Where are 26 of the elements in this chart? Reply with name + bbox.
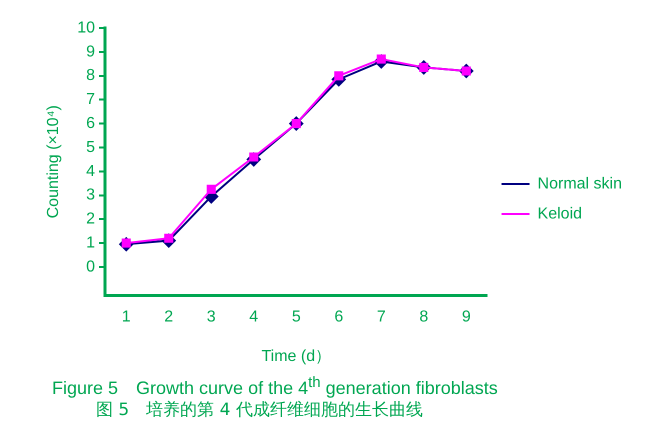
x-tick-label: 9 — [462, 308, 471, 326]
y-tick-label: 10 — [77, 19, 96, 36]
y-tick-label: 6 — [86, 114, 96, 132]
text: 图 5 培养的第 4 代成纤维细胞的生长曲线 — [96, 399, 423, 421]
x-tick-label: 1 — [122, 308, 131, 326]
x-tick-label: 8 — [419, 308, 428, 326]
y-tick-label: 5 — [86, 138, 96, 156]
y-axis-title: Counting (×10⁴) — [45, 105, 62, 218]
x-tick-label: 4 — [249, 308, 258, 326]
y-tick-label: 7 — [86, 91, 96, 108]
x-tick-label: 6 — [334, 308, 344, 326]
x-axis-title: Time (d） — [261, 348, 332, 365]
y-tick-label: 8 — [86, 67, 96, 84]
y-tick-label: 9 — [86, 43, 96, 60]
x-tick-label: 5 — [292, 308, 301, 326]
legend-label: Normal skin — [538, 175, 622, 192]
x-tick-label: 2 — [164, 308, 174, 326]
y-tick-label: 1 — [86, 234, 96, 252]
y-tick-label: 4 — [86, 162, 96, 180]
legend-label: Keloid — [538, 205, 582, 222]
y-tick-label: 2 — [86, 210, 96, 228]
y-tick-label: 0 — [86, 258, 96, 276]
x-tick-label: 7 — [376, 308, 386, 326]
x-tick-label: 3 — [206, 308, 216, 326]
text: Figure 5 Growth curve of the 4$^{th}$ generation fibroblasts — [52, 374, 498, 400]
y-tick-label: 3 — [86, 186, 96, 204]
